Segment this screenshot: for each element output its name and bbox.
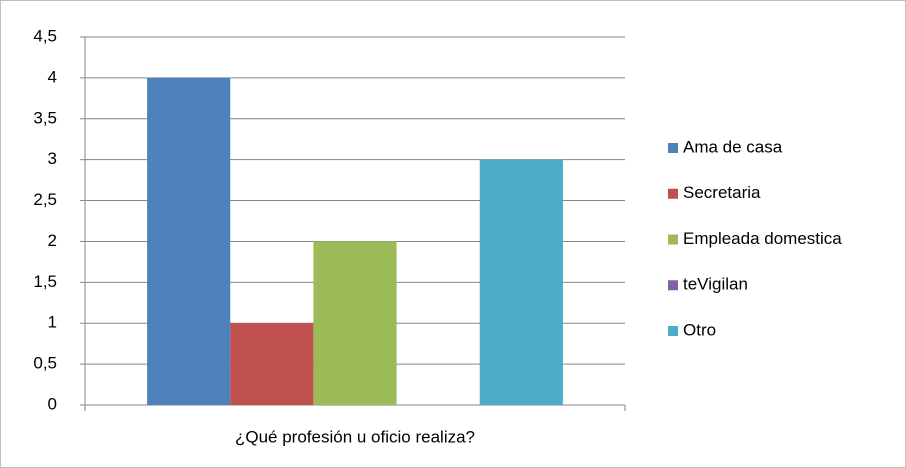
y-tick-label: 0 — [48, 394, 57, 413]
legend-swatch — [668, 280, 678, 291]
legend-swatch — [668, 188, 678, 199]
legend-label: Empleada domestica — [683, 229, 842, 248]
y-tick-label: 1,5 — [33, 272, 57, 291]
legend-label: Otro — [683, 320, 716, 339]
y-tick-label: 2,5 — [33, 190, 57, 209]
legend-label: teVigilan — [683, 275, 748, 294]
bar — [479, 159, 563, 405]
y-tick-label: 3,5 — [33, 108, 57, 127]
y-tick-label: 4,5 — [33, 26, 57, 45]
legend-swatch — [668, 234, 678, 245]
y-tick-label: 3 — [48, 149, 57, 168]
y-tick-label: 4 — [48, 67, 57, 86]
legend-label: Secretaria — [683, 183, 761, 202]
bar — [147, 77, 231, 405]
x-tick-label: ¿Qué profesión u oficio realiza? — [235, 427, 475, 446]
y-tick-label: 2 — [48, 231, 57, 250]
y-tick-label: 0,5 — [33, 354, 57, 373]
legend-swatch — [668, 143, 678, 153]
y-tick-label: 1 — [48, 313, 57, 332]
legend-swatch — [668, 326, 678, 336]
bar — [230, 323, 314, 405]
bar — [313, 241, 397, 405]
legend-label: Ama de casa — [683, 137, 783, 156]
